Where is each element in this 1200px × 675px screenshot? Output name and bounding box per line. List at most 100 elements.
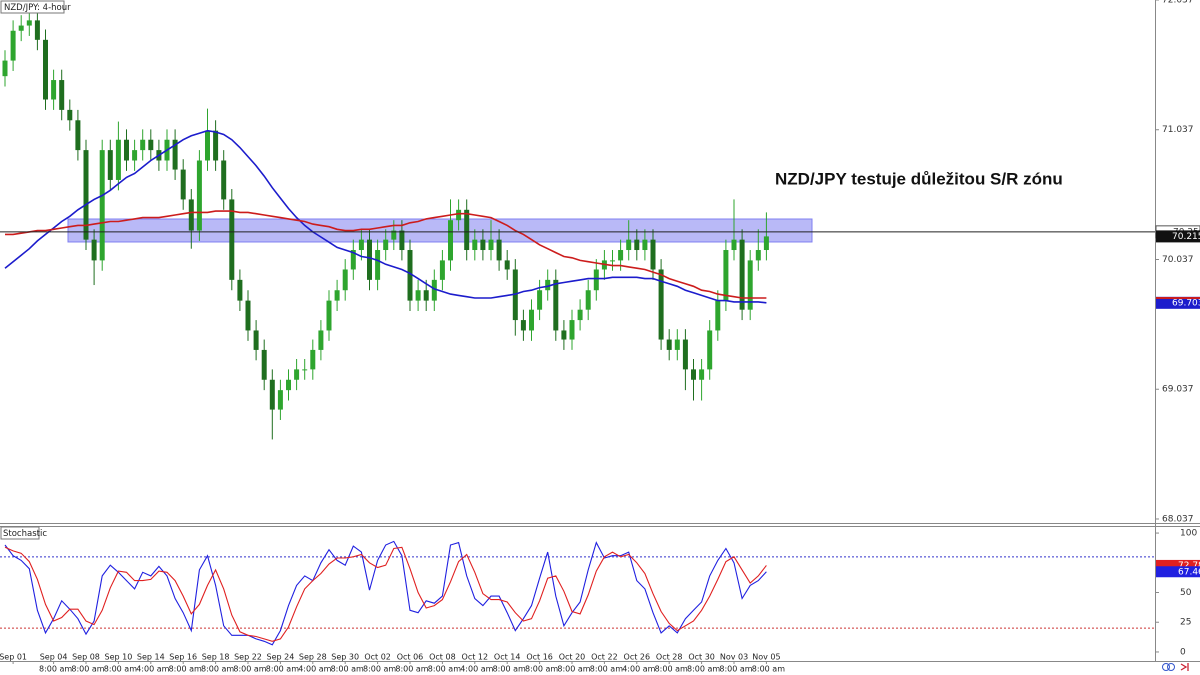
x-tick-label: Nov 03 <box>720 653 748 662</box>
x-tick-label: Oct 14 <box>494 653 521 662</box>
candle-body <box>626 239 632 251</box>
x-tick-label: Oct 30 <box>688 653 715 662</box>
candle-body <box>205 130 210 161</box>
stochastic-value-label: 67.46 <box>1178 567 1200 577</box>
candle-body <box>213 130 219 161</box>
x-time-label: 8:00 am <box>752 665 785 674</box>
candle-body <box>634 239 640 251</box>
candle-body <box>456 209 462 221</box>
candle-body <box>504 260 510 270</box>
candle-body <box>124 139 129 161</box>
x-tick-label: Sep 10 <box>104 653 132 662</box>
candle-body <box>715 300 721 331</box>
candle-body <box>423 290 429 301</box>
candle-body <box>75 120 81 151</box>
x-tick-label: Sep 22 <box>234 653 262 662</box>
candle-body <box>747 260 753 310</box>
candle-body <box>569 320 575 340</box>
candle-body <box>399 230 405 251</box>
candle-body <box>529 309 534 331</box>
scroll-end-icon <box>1180 663 1189 671</box>
candle-body <box>148 139 154 151</box>
x-time-label: 8:00 am <box>104 665 137 674</box>
candle-body <box>237 279 243 301</box>
x-time-label: 8:00 am <box>557 665 590 674</box>
candle-body <box>561 330 567 340</box>
candle-body <box>350 250 356 270</box>
last-price-label: 70.215 <box>1172 232 1200 242</box>
stochastic-y-tick-label: 0 <box>1180 647 1186 657</box>
x-tick-label: Sep 30 <box>331 653 359 662</box>
candle-body <box>585 290 591 310</box>
x-time-label: 8:00 am <box>363 665 396 674</box>
candle-body <box>245 300 251 331</box>
x-tick-label: Oct 28 <box>656 653 683 662</box>
candle-body <box>180 169 186 200</box>
candle-body <box>229 199 235 280</box>
candle-body <box>26 20 32 26</box>
y-tick-label: 70.037 <box>1162 255 1194 265</box>
x-time-label: 8:00 am <box>71 665 104 674</box>
stochastic-line <box>4 540 767 646</box>
candle-body <box>59 80 65 110</box>
candle-body <box>537 290 543 310</box>
candle-body <box>367 239 372 280</box>
candle-body <box>642 239 648 251</box>
stochastic-title: Stochastic <box>3 529 47 539</box>
candle-body <box>261 349 267 380</box>
candle-body <box>415 290 421 301</box>
x-time-label: 4:00 am <box>136 665 169 674</box>
candle-body <box>723 250 729 301</box>
stochastic-y-tick-label: 50 <box>1180 588 1192 598</box>
x-tick-label: Oct 12 <box>462 653 489 662</box>
candle-body <box>83 150 89 240</box>
candle-body <box>99 150 105 261</box>
stochastic-y-tick-label: 25 <box>1180 618 1191 628</box>
candle-body <box>618 250 624 261</box>
candle-body <box>407 250 413 301</box>
candle-body <box>269 379 275 410</box>
candle-body <box>699 369 705 380</box>
candle-body <box>545 279 551 291</box>
x-tick-label: Oct 02 <box>364 653 391 662</box>
x-tick-label: Oct 26 <box>624 653 651 662</box>
y-tick-label: 71.037 <box>1162 125 1194 135</box>
candle-body <box>448 220 453 261</box>
ma-value-box <box>1156 296 1200 309</box>
candle-body <box>334 290 340 301</box>
x-time-label: 8:00 am <box>525 665 558 674</box>
moving-average <box>4 129 767 304</box>
x-tick-label: Sep 14 <box>137 653 165 662</box>
candle-body <box>188 199 194 231</box>
x-tick-label: Nov 05 <box>752 653 780 662</box>
title-box <box>0 0 65 14</box>
x-time-label: 8:00 am <box>266 665 299 674</box>
stochastic-value-box <box>1156 566 1200 578</box>
link-icon <box>1162 663 1170 671</box>
moving-average <box>5 210 767 299</box>
link-icon <box>1167 663 1175 671</box>
x-tick-label: Sep 28 <box>299 653 327 662</box>
candle-body <box>691 369 696 380</box>
x-time-label: 8:00 am <box>395 665 428 674</box>
candle-body <box>472 239 478 251</box>
candle-body <box>310 349 316 370</box>
last-price-box <box>1156 230 1200 243</box>
candle-body <box>553 279 559 331</box>
candle-body <box>358 239 364 251</box>
candle-body <box>253 330 259 350</box>
candle-body <box>739 239 745 310</box>
x-time-label: 8:00 am <box>428 665 461 674</box>
x-time-label: 8:00 am <box>493 665 526 674</box>
candle-body <box>18 25 24 31</box>
x-time-label: 8:00 am <box>233 665 266 674</box>
candle-body <box>51 80 57 100</box>
candle-body <box>593 269 599 291</box>
price-pane <box>0 4 1155 440</box>
candle-body <box>650 239 656 270</box>
candle-body <box>674 339 680 350</box>
